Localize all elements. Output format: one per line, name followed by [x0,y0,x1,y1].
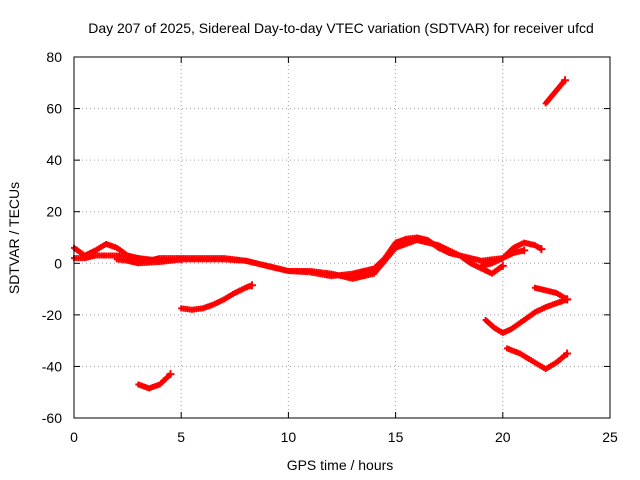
x-tick-label: 20 [495,429,511,445]
y-tick-label: 20 [46,204,62,220]
data-point [563,295,572,304]
y-tick-label: -20 [42,307,62,323]
data-point [560,76,569,85]
y-tick-label: 60 [46,101,62,117]
data-point [166,370,175,379]
data-point [247,281,256,290]
x-tick-label: 5 [177,429,185,445]
chart-title: Day 207 of 2025, Sidereal Day-to-day VTE… [88,20,594,36]
y-tick-label: 80 [46,49,62,65]
data-point [563,349,572,358]
series-arc-j [542,76,569,107]
y-tick-label: 40 [46,152,62,168]
grid-lines [74,57,610,418]
x-axis-label: GPS time / hours [287,457,394,473]
series-arc-g [482,295,572,336]
series-arc-h [504,345,572,373]
series-arc-i [531,284,572,304]
plot-frame [73,56,611,419]
axis-ticks: 0 5 10 15 20 25 -60 -40 -20 0 20 40 60 80 [42,49,618,445]
data-point [520,246,529,255]
data-points [71,76,572,392]
data-point [537,245,546,254]
y-tick-label: 0 [54,255,62,271]
data-point [177,255,186,264]
y-axis-label: SDTVAR / TECUs [6,182,22,294]
series-arc-f [478,239,546,269]
y-tick-label: -60 [42,410,62,426]
x-tick-label: 0 [70,429,78,445]
x-tick-label: 10 [281,429,297,445]
series-arc-d [135,370,175,392]
data-point [498,261,507,270]
series-arc-c [113,255,186,267]
y-tick-label: -40 [42,358,62,374]
series-arc-e [178,281,256,313]
series-arc-b [71,237,529,282]
x-tick-label: 25 [602,429,618,445]
x-tick-label: 15 [388,429,404,445]
